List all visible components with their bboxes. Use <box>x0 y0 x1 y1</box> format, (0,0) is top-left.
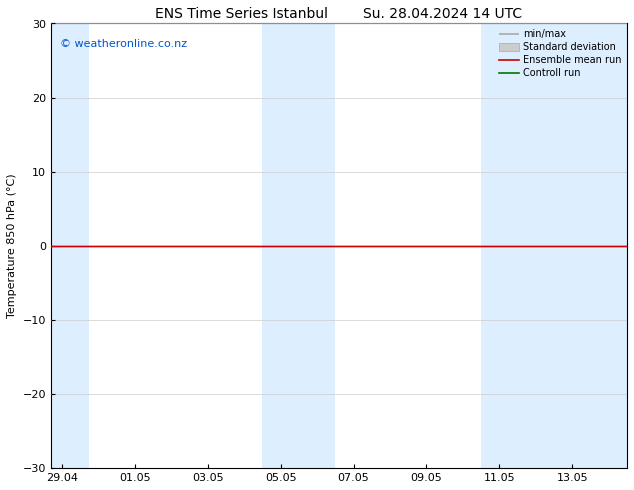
Text: © weatheronline.co.nz: © weatheronline.co.nz <box>60 39 186 49</box>
Title: ENS Time Series Istanbul        Su. 28.04.2024 14 UTC: ENS Time Series Istanbul Su. 28.04.2024 … <box>155 7 522 21</box>
Legend: min/max, Standard deviation, Ensemble mean run, Controll run: min/max, Standard deviation, Ensemble me… <box>496 26 624 81</box>
Y-axis label: Temperature 850 hPa (°C): Temperature 850 hPa (°C) <box>7 173 17 318</box>
Bar <box>481 24 627 468</box>
Bar <box>262 24 335 468</box>
Bar <box>51 24 89 468</box>
